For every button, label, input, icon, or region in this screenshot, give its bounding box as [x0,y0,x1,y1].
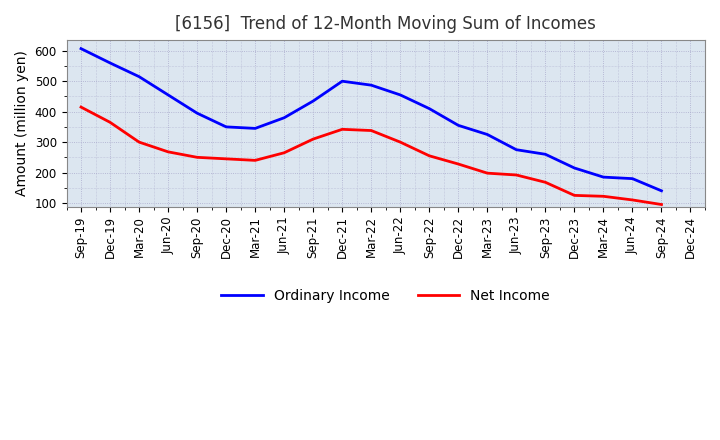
Net Income [338,127,346,132]
Ordinary Income [541,152,549,157]
Net Income [222,156,230,161]
Ordinary Income [483,132,492,137]
Ordinary Income [163,92,172,98]
Line: Net Income: Net Income [81,107,662,205]
Ordinary Income [396,92,405,98]
Ordinary Income [628,176,636,181]
Net Income [367,128,376,133]
Ordinary Income [193,110,202,116]
Ordinary Income [135,74,143,79]
Net Income [309,136,318,142]
Net Income [163,149,172,154]
Line: Ordinary Income: Ordinary Income [81,49,662,191]
Ordinary Income [454,123,463,128]
Net Income [251,158,259,163]
Ordinary Income [106,60,114,66]
Ordinary Income [367,83,376,88]
Y-axis label: Amount (million yen): Amount (million yen) [15,51,29,196]
Ordinary Income [425,106,433,111]
Ordinary Income [222,124,230,129]
Net Income [77,104,86,110]
Ordinary Income [599,175,608,180]
Net Income [512,172,521,178]
Net Income [135,139,143,145]
Net Income [106,120,114,125]
Ordinary Income [280,115,289,121]
Net Income [657,202,666,207]
Ordinary Income [251,126,259,131]
Net Income [628,197,636,202]
Net Income [193,155,202,160]
Ordinary Income [309,99,318,104]
Net Income [483,171,492,176]
Ordinary Income [657,188,666,194]
Net Income [541,180,549,185]
Net Income [425,153,433,158]
Ordinary Income [570,165,579,171]
Legend: Ordinary Income, Net Income: Ordinary Income, Net Income [216,283,556,308]
Net Income [599,194,608,199]
Ordinary Income [77,46,86,51]
Net Income [570,193,579,198]
Ordinary Income [338,79,346,84]
Ordinary Income [512,147,521,152]
Net Income [396,139,405,145]
Net Income [454,161,463,167]
Net Income [280,150,289,155]
Title: [6156]  Trend of 12-Month Moving Sum of Incomes: [6156] Trend of 12-Month Moving Sum of I… [176,15,596,33]
